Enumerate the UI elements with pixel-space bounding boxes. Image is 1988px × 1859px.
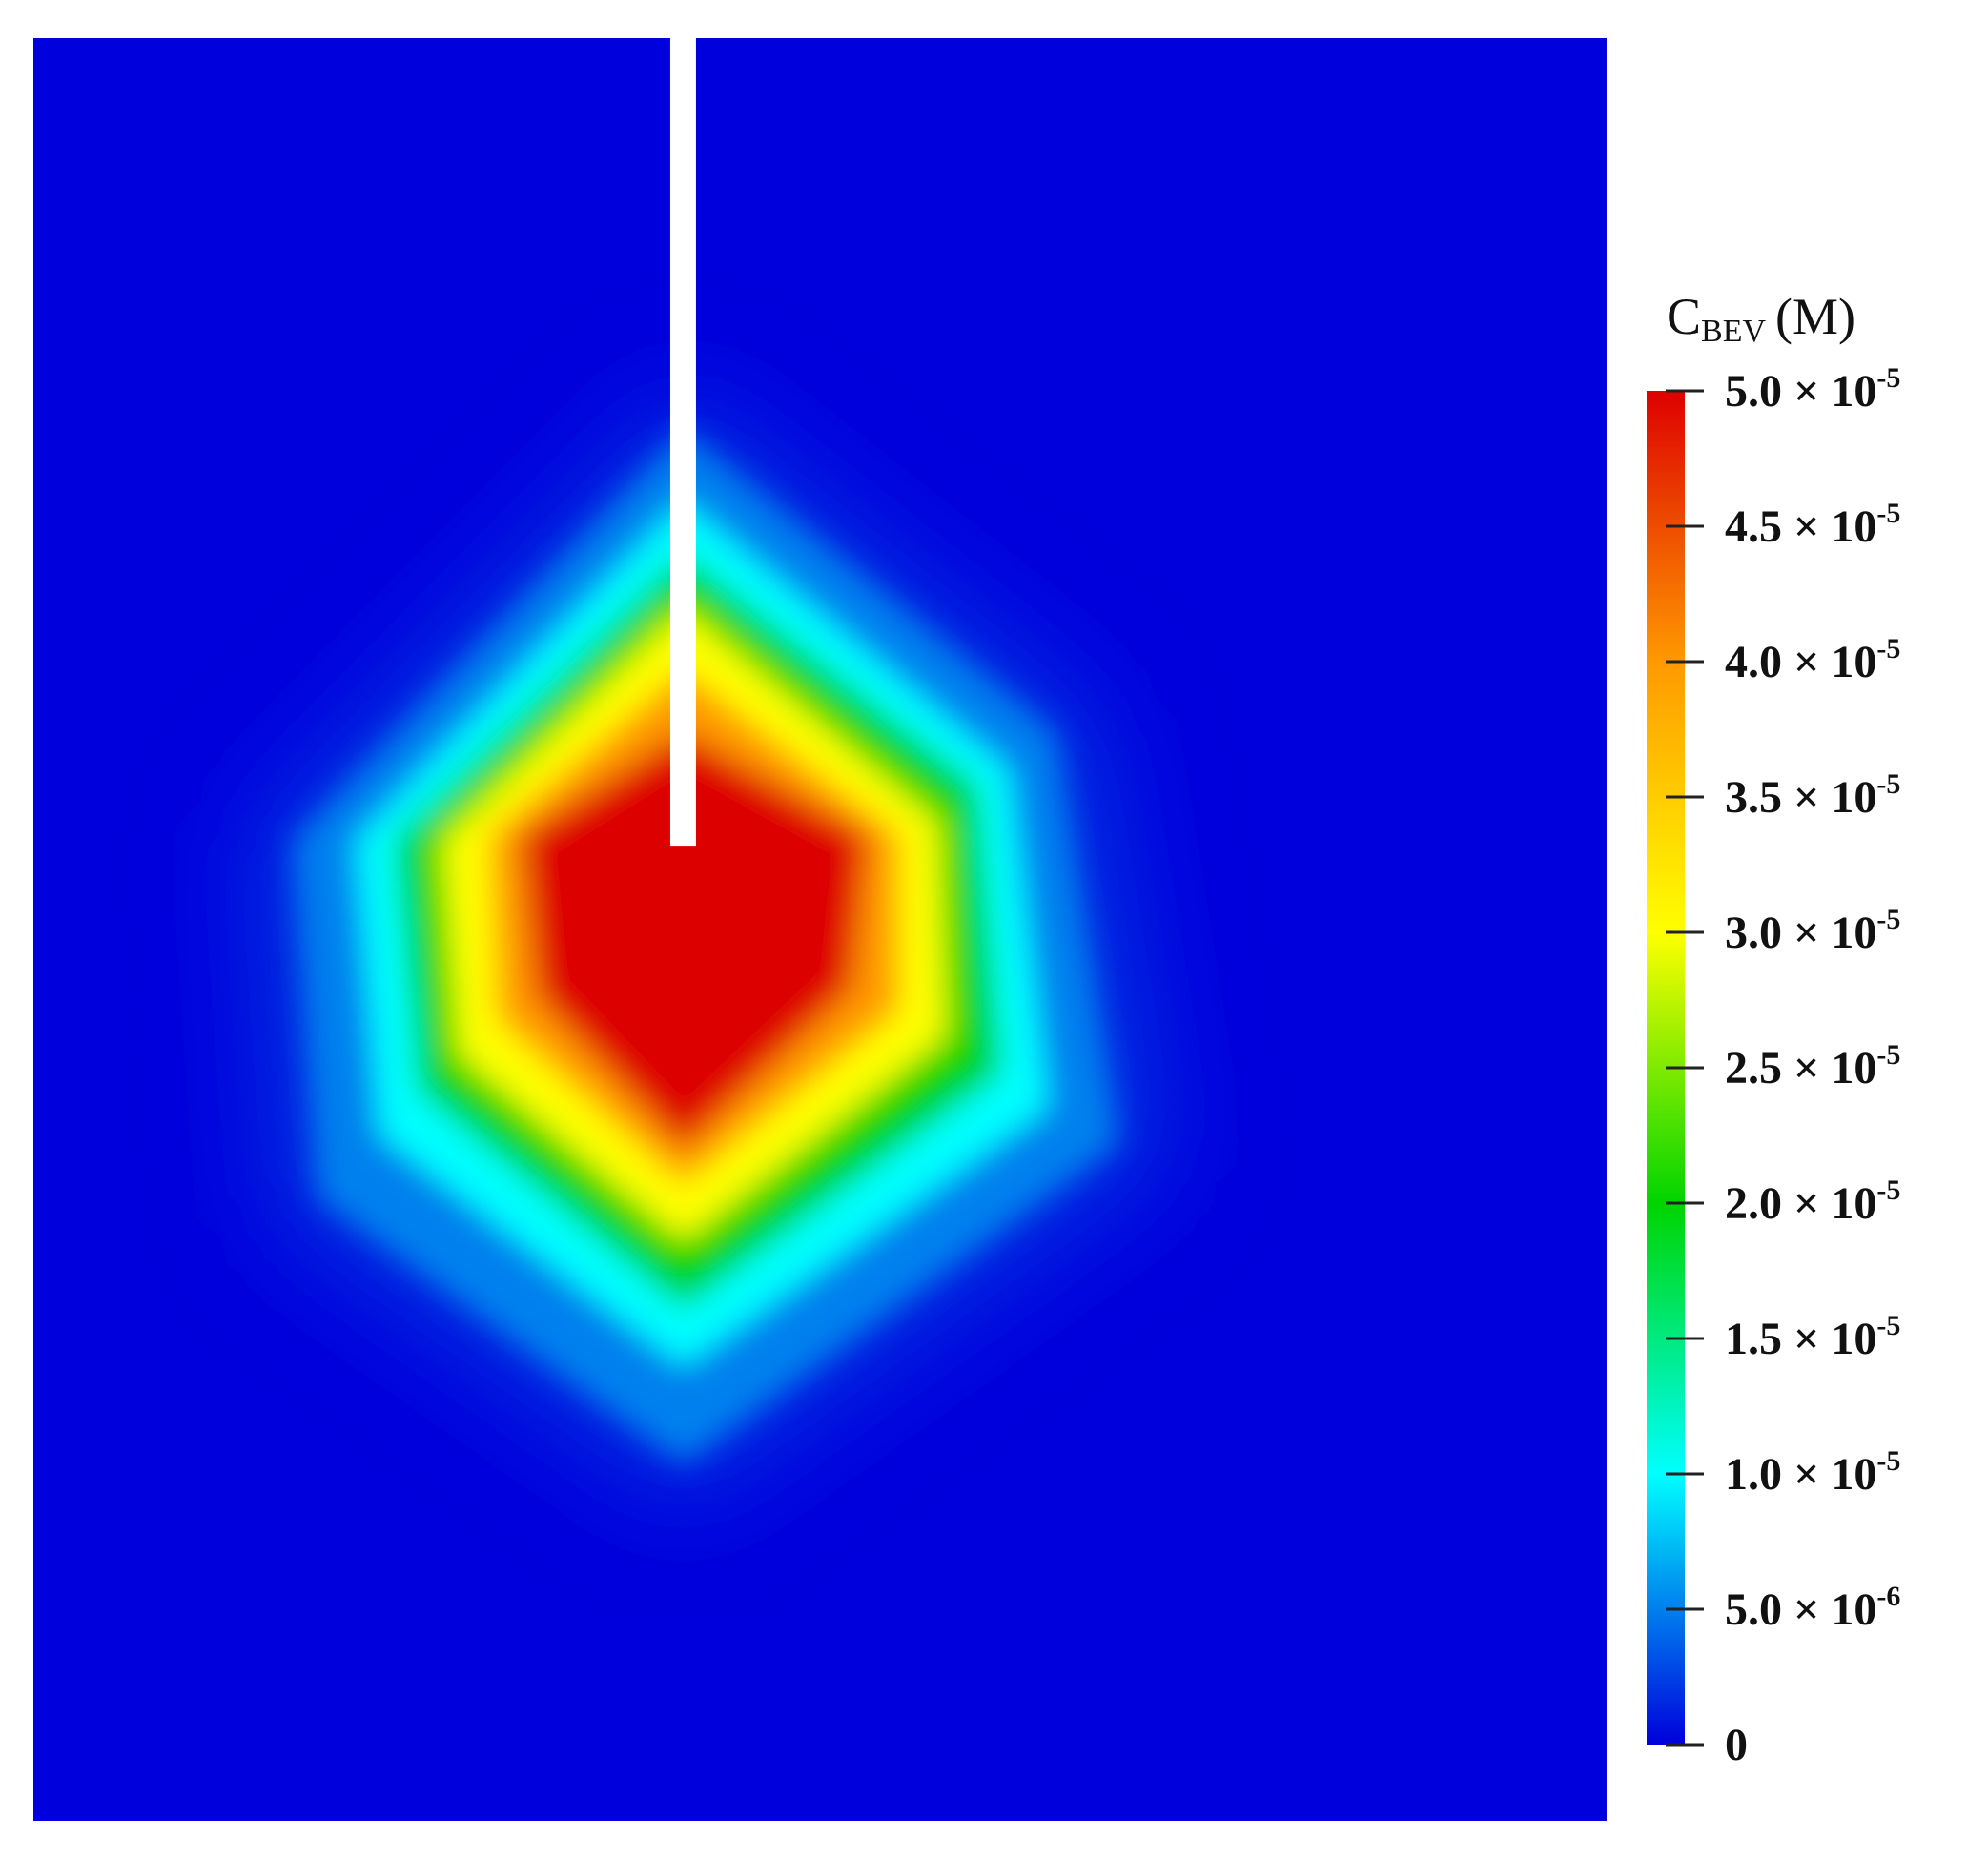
colorbar-tick-label: 1.0 × 10-5 — [1725, 1445, 1900, 1500]
colorbar-tick-exponent: -5 — [1876, 498, 1900, 529]
needle — [669, 38, 696, 847]
colorbar-tick-mantissa: 2.5 — [1725, 1043, 1782, 1093]
colorbar-tick-mantissa: 0 — [1725, 1720, 1748, 1770]
colorbar-tick-label: 2.5 × 10-5 — [1725, 1039, 1900, 1093]
colorbar-tick-exponent: -5 — [1876, 1175, 1900, 1206]
colorbar-tick-mantissa: 2.0 — [1725, 1178, 1782, 1229]
colorbar-tick-label: 5.0 × 10-6 — [1725, 1581, 1900, 1635]
plot-area — [33, 38, 1607, 1821]
colorbar-ticks: 5.0 × 10-54.5 × 10-54.0 × 10-53.5 × 10-5… — [1666, 362, 1900, 1770]
colorbar-tick-times: × 10 — [1782, 1043, 1876, 1093]
colorbar-tick-exponent: -5 — [1876, 362, 1900, 394]
colorbar-tick-mantissa: 4.5 — [1725, 501, 1782, 552]
colorbar-title-symbol: C — [1667, 288, 1701, 345]
colorbar-tick-times: × 10 — [1782, 1178, 1876, 1229]
concentration-plume — [293, 430, 1119, 1464]
colorbar-tick-mantissa: 5.0 — [1725, 1584, 1782, 1635]
colorbar: CBEV (M) 5.0 × 10-54.5 × 10-54.0 × 10-53.… — [1647, 288, 1900, 1770]
colorbar-tick-exponent: -5 — [1876, 768, 1900, 800]
colorbar-tick-label: 3.0 × 10-5 — [1725, 904, 1900, 958]
colorbar-tick-label: 0 — [1725, 1720, 1748, 1770]
colorbar-tick-times: × 10 — [1782, 772, 1876, 823]
colorbar-tick-mantissa: 1.5 — [1725, 1314, 1782, 1364]
colorbar-tick-times: × 10 — [1782, 908, 1876, 958]
colorbar-tick-exponent: -5 — [1876, 1445, 1900, 1477]
colorbar-tick-exponent: -5 — [1876, 904, 1900, 935]
colorbar-tick-times: × 10 — [1782, 366, 1876, 417]
colorbar-tick-exponent: -5 — [1876, 1310, 1900, 1341]
plume-core — [553, 774, 830, 1107]
colorbar-tick-label: 3.5 × 10-5 — [1725, 768, 1900, 823]
colorbar-tick-times: × 10 — [1782, 637, 1876, 687]
colorbar-tick-mantissa: 3.5 — [1725, 772, 1782, 823]
colorbar-tick-exponent: -5 — [1876, 633, 1900, 664]
colorbar-tick-label: 1.5 × 10-5 — [1725, 1310, 1900, 1364]
colorbar-tick-label: 2.0 × 10-5 — [1725, 1175, 1900, 1229]
colorbar-tick-mantissa: 5.0 — [1725, 366, 1782, 417]
colorbar-tick-label: 5.0 × 10-5 — [1725, 362, 1900, 417]
colorbar-title-subscript: BEV — [1701, 314, 1766, 349]
colorbar-tick-mantissa: 1.0 — [1725, 1449, 1782, 1500]
colorbar-tick-times: × 10 — [1782, 1314, 1876, 1364]
colorbar-title-unit: (M) — [1775, 288, 1855, 345]
colorbar-tick-exponent: -6 — [1876, 1581, 1900, 1612]
colorbar-tick-mantissa: 4.0 — [1725, 637, 1782, 687]
colorbar-tick-times: × 10 — [1782, 1449, 1876, 1500]
colorbar-tick-exponent: -5 — [1876, 1039, 1900, 1071]
colorbar-tick-times: × 10 — [1782, 501, 1876, 552]
colorbar-tick-mantissa: 3.0 — [1725, 908, 1782, 958]
colorbar-tick-label: 4.5 × 10-5 — [1725, 498, 1900, 552]
colorbar-tick-label: 4.0 × 10-5 — [1725, 633, 1900, 687]
colorbar-tick-times: × 10 — [1782, 1584, 1876, 1635]
colorbar-title: CBEV (M) — [1667, 288, 1855, 349]
